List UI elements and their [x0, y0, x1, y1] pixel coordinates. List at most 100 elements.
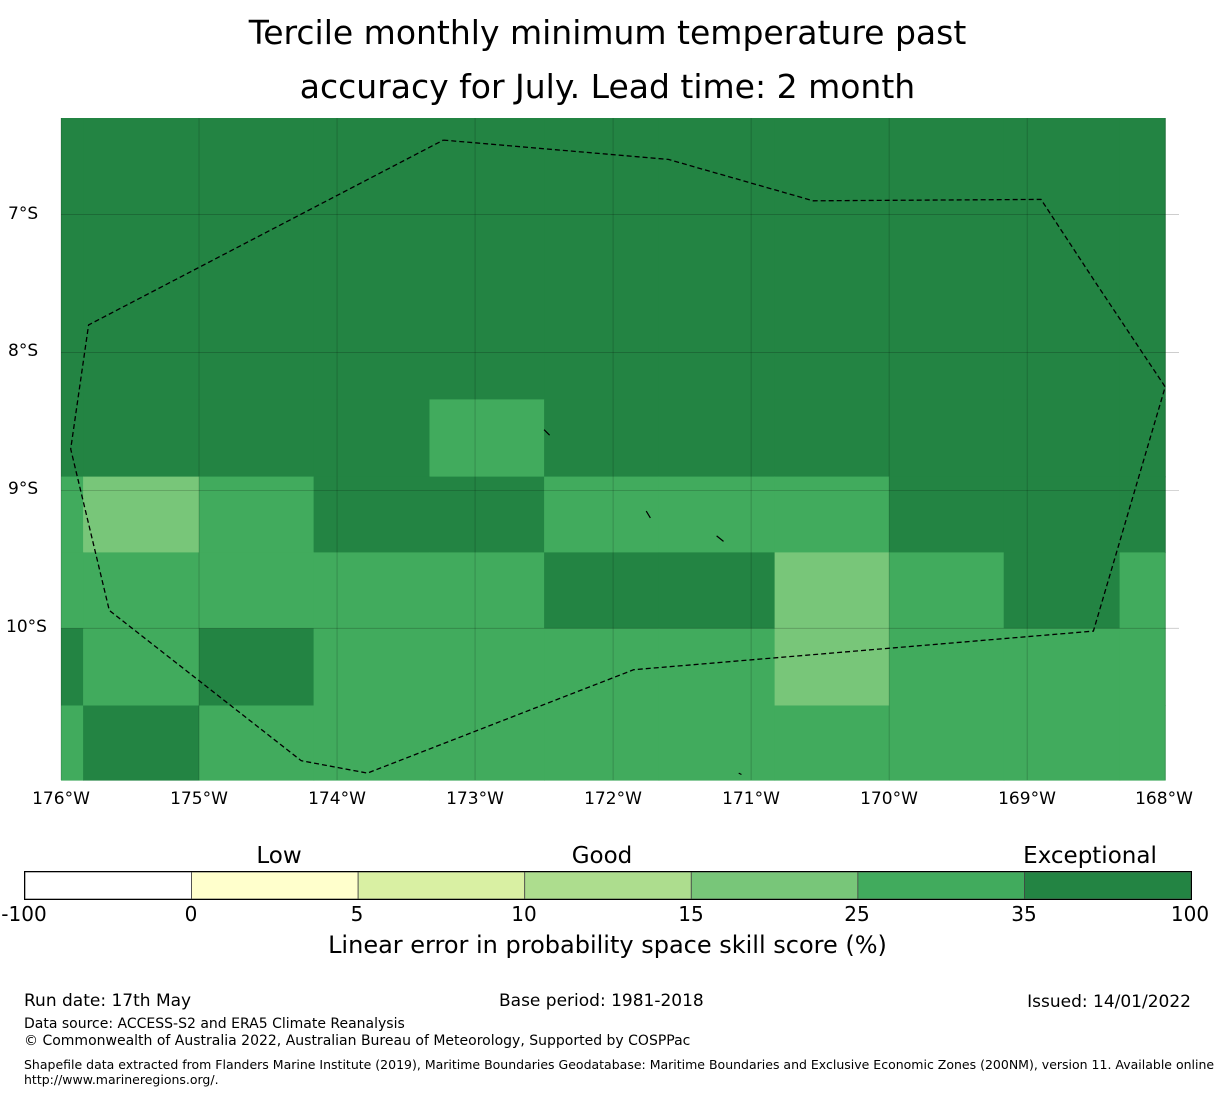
skill-cell: [199, 705, 315, 781]
title-line-2: accuracy for July. Lead time: 2 month: [299, 67, 916, 106]
skill-cell: [889, 705, 1005, 781]
skill-cell: [544, 399, 660, 478]
map-title: Tercile monthly minimum temperature past…: [0, 6, 1215, 114]
lon-label: 175°W: [170, 789, 228, 809]
shapefile-credit: Shapefile data extracted from Flanders M…: [24, 1057, 1215, 1072]
skill-cell: [544, 552, 660, 629]
lon-label: 172°W: [584, 789, 642, 809]
skill-cell: [544, 118, 660, 400]
skill-cell: [429, 399, 545, 478]
skill-cell: [313, 476, 431, 554]
skill-cell: [889, 399, 1005, 478]
colorbar-segment: [357, 871, 526, 900]
skill-cell: [83, 628, 200, 707]
colorbar-segment: [1024, 871, 1192, 900]
colorbar-tick: 0: [184, 902, 198, 926]
skill-cell: [889, 628, 1005, 707]
category-exceptional: Exceptional: [1023, 843, 1157, 869]
colorbar-tick: -100: [1, 902, 47, 926]
skill-cell: [544, 705, 660, 781]
skill-cell: [658, 118, 776, 400]
skill-cell: [61, 628, 84, 707]
skill-cell: [774, 476, 890, 554]
skill-cell: [889, 552, 1005, 629]
skill-cell: [1003, 628, 1121, 707]
skill-cell: [774, 628, 890, 707]
run-date: Run date: 17th May: [24, 991, 192, 1011]
skill-cell: [313, 705, 431, 781]
skill-map: [60, 118, 1179, 781]
copyright: © Commonwealth of Australia 2022, Austra…: [24, 1033, 691, 1049]
skill-cell: [199, 118, 315, 400]
skill-cell: [83, 552, 200, 629]
skill-cell: [1119, 399, 1166, 478]
island-coastline: [738, 772, 742, 776]
lon-label: 169°W: [998, 789, 1056, 809]
skill-cell: [774, 705, 890, 781]
lon-label: 171°W: [722, 789, 780, 809]
island-coastline: [645, 510, 651, 519]
skill-cell: [1119, 628, 1166, 707]
skill-cell: [199, 552, 315, 629]
colorbar-segment: [524, 871, 692, 900]
skill-cell: [199, 628, 315, 707]
colorbar-tick: 15: [678, 902, 704, 926]
skill-cell: [774, 399, 890, 478]
skill-cell: [61, 399, 84, 478]
category-low: Low: [256, 843, 302, 869]
skill-cell: [429, 628, 545, 707]
skill-cell: [61, 552, 84, 629]
lat-label: 10°S: [6, 617, 47, 637]
skill-cell: [774, 118, 890, 400]
skill-cell: [61, 705, 84, 781]
skill-cell: [83, 118, 200, 400]
lat-label: 8°S: [8, 341, 39, 361]
skill-cell: [889, 476, 1005, 554]
skill-cell: [658, 628, 776, 707]
skill-cell: [774, 552, 890, 629]
colorbar-segment: [857, 871, 1025, 900]
shapefile-url: http://www.marineregions.org/.: [24, 1072, 219, 1087]
skill-cell: [889, 118, 1005, 400]
colorbar-tick: 100: [1170, 902, 1210, 926]
issued-date: Issued: 14/01/2022: [1027, 992, 1191, 1012]
colorbar: [24, 871, 1192, 900]
lat-label: 9°S: [8, 479, 39, 499]
eez-boundary: [70, 139, 1166, 774]
skill-cell: [429, 476, 545, 554]
skill-cell: [544, 476, 660, 554]
lon-label: 173°W: [446, 789, 504, 809]
skill-cell: [199, 476, 315, 554]
island-coastline: [716, 535, 724, 542]
colorbar-segment: [690, 871, 859, 900]
skill-cell: [429, 118, 545, 400]
skill-cell: [83, 705, 200, 781]
lon-label: 168°W: [1135, 789, 1193, 809]
skill-cell: [429, 552, 545, 629]
colorbar-segment: [24, 871, 192, 900]
skill-cell: [61, 118, 84, 400]
skill-cell: [1003, 705, 1121, 781]
skill-cell: [1119, 552, 1166, 629]
skill-cell: [1003, 476, 1121, 554]
skill-cell: [658, 476, 776, 554]
skill-cell: [83, 476, 200, 554]
skill-cell: [313, 399, 431, 478]
skill-cell: [1119, 705, 1166, 781]
colorbar-frame: [24, 871, 1192, 900]
skill-cell: [658, 399, 776, 478]
colorbar-tick: 10: [511, 902, 537, 926]
skill-cell: [313, 628, 431, 707]
lat-label: 7°S: [8, 204, 39, 224]
skill-cell: [544, 628, 660, 707]
colorbar-label: Linear error in probability space skill …: [328, 931, 887, 959]
data-source: Data source: ACCESS-S2 and ERA5 Climate …: [24, 1016, 405, 1032]
skill-cell: [313, 552, 431, 629]
skill-cell: [658, 705, 776, 781]
skill-cell: [429, 705, 545, 781]
skill-cell: [61, 476, 84, 554]
skill-cell: [1119, 118, 1166, 400]
colorbar-tick: 5: [350, 902, 364, 926]
title-line-1: Tercile monthly minimum temperature past: [248, 13, 967, 52]
skill-cell: [1003, 552, 1121, 629]
